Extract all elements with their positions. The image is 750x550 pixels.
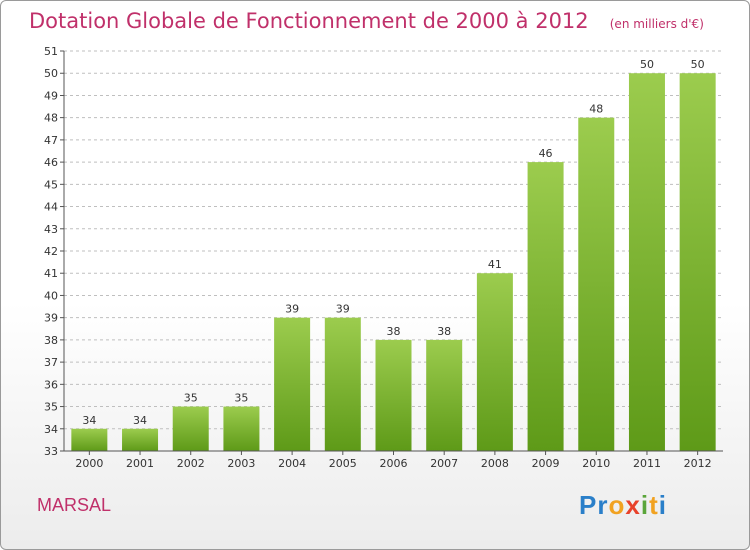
x-tick-label: 2006 — [380, 457, 408, 470]
y-tick-label: 39 — [44, 312, 58, 325]
y-tick-label: 43 — [44, 223, 58, 236]
bar — [324, 317, 361, 451]
axis-layer: 33 34 35 36 37 38 39 40 41 42 43 44 45 46 47 48 49 50 51 20… — [44, 45, 723, 470]
data-label: 46 — [539, 147, 553, 160]
x-tick-label: 2000 — [75, 457, 103, 470]
y-tick-label: 36 — [44, 378, 58, 391]
data-label: 34 — [133, 414, 147, 427]
x-tick-label: 2009 — [532, 457, 560, 470]
y-tick-label: 47 — [44, 134, 58, 147]
bar — [578, 117, 615, 452]
data-label: 50 — [691, 58, 705, 71]
data-label: 39 — [285, 303, 299, 316]
title-row: Dotation Globale de Fonctionnement de 20… — [29, 9, 704, 33]
y-tick-label: 41 — [44, 267, 58, 280]
bar — [476, 273, 513, 451]
chart-title: Dotation Globale de Fonctionnement de 20… — [29, 9, 589, 33]
bar — [122, 428, 159, 451]
y-tick-label: 46 — [44, 156, 58, 169]
bar — [223, 406, 260, 451]
commune-name: MARSAL — [37, 495, 112, 515]
label-layer: 34 34 35 35 39 39 38 38 41 46 48 50 50 — [82, 58, 704, 427]
x-tick-label: 2008 — [481, 457, 509, 470]
data-label: 38 — [437, 325, 451, 338]
y-tick-label: 49 — [44, 89, 58, 102]
data-label: 50 — [640, 58, 654, 71]
bar — [375, 339, 412, 451]
data-label: 35 — [234, 392, 248, 405]
bar — [628, 73, 665, 451]
y-tick-label: 44 — [44, 201, 58, 214]
y-tick-label: 42 — [44, 245, 58, 258]
x-tick-label: 2002 — [177, 457, 205, 470]
x-tick-label: 2001 — [126, 457, 154, 470]
y-tick-label: 34 — [44, 423, 58, 436]
bar — [172, 406, 209, 451]
bar — [527, 162, 564, 451]
data-label: 48 — [589, 103, 603, 116]
y-tick-label: 50 — [44, 67, 58, 80]
x-tick-label: 2003 — [227, 457, 255, 470]
x-tick-label: 2012 — [684, 457, 712, 470]
x-tick-label: 2005 — [329, 457, 357, 470]
y-tick-label: 48 — [44, 112, 58, 125]
data-label: 39 — [336, 303, 350, 316]
bar — [679, 73, 716, 451]
x-tick-label: 2004 — [278, 457, 306, 470]
y-tick-label: 35 — [44, 401, 58, 414]
bar — [426, 339, 463, 451]
x-tick-label: 2011 — [633, 457, 661, 470]
bar — [274, 317, 311, 451]
data-label: 34 — [82, 414, 96, 427]
chart-subtitle: (en milliers d'€) — [609, 17, 704, 31]
data-label: 35 — [184, 392, 198, 405]
y-tick-label: 37 — [44, 356, 58, 369]
data-label: 38 — [387, 325, 401, 338]
data-label: 41 — [488, 258, 502, 271]
bar-layer — [71, 73, 716, 452]
bar — [71, 428, 108, 451]
y-tick-label: 38 — [44, 334, 58, 347]
x-tick-label: 2010 — [582, 457, 610, 470]
y-tick-label: 45 — [44, 178, 58, 191]
y-tick-label: 33 — [44, 445, 58, 458]
y-tick-label: 51 — [44, 45, 58, 58]
x-tick-label: 2007 — [430, 457, 458, 470]
y-tick-label: 40 — [44, 289, 58, 302]
proxiti-logo: Proxiti — [579, 490, 667, 520]
